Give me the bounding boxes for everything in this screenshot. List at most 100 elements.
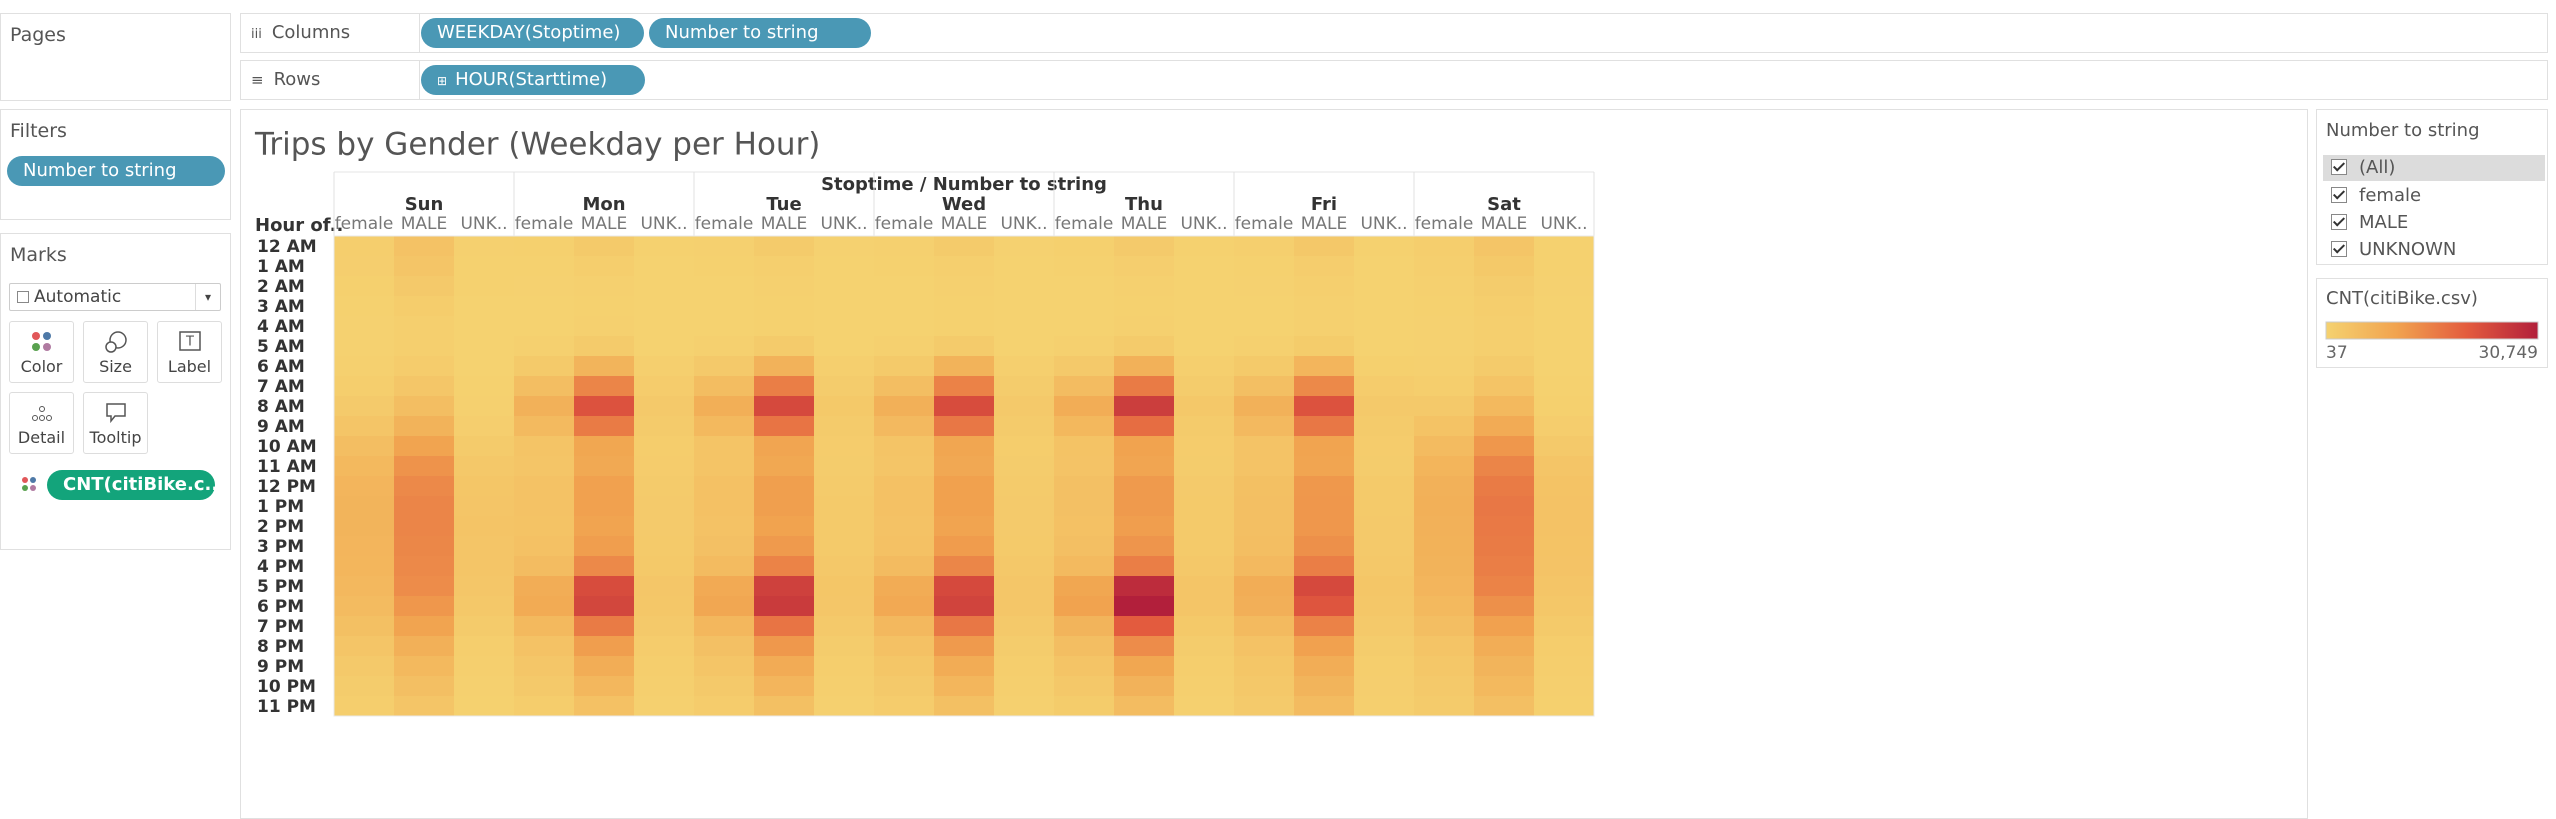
heat-cell	[334, 316, 394, 336]
heat-cell	[1174, 616, 1234, 636]
heat-cell	[334, 456, 394, 476]
heat-cell	[1294, 476, 1354, 496]
heat-cell	[1354, 296, 1414, 316]
heat-cell	[394, 616, 454, 636]
heat-cell	[814, 496, 874, 516]
heat-cell	[994, 396, 1054, 416]
heat-cell	[1474, 496, 1534, 516]
heat-cell	[1234, 376, 1294, 396]
heat-cell	[634, 636, 694, 656]
day-label: Sun	[405, 194, 444, 215]
heat-cell	[1534, 696, 1594, 716]
measure-pill[interactable]: CNT(citiBike.c..	[47, 470, 218, 500]
heat-cell	[514, 416, 574, 436]
heat-cell	[394, 396, 454, 416]
heat-cell	[754, 296, 814, 316]
heat-cell	[334, 636, 394, 656]
heat-cell	[1414, 316, 1474, 336]
heat-cell	[1474, 396, 1534, 416]
heat-cell	[574, 476, 634, 496]
heat-cell	[1534, 276, 1594, 296]
column-pill[interactable]: WEEKDAY(Stoptime)	[421, 18, 644, 48]
color-button[interactable]: Color	[9, 321, 74, 383]
heat-cell	[934, 416, 994, 436]
heat-cell	[1174, 296, 1234, 316]
heat-cell	[814, 396, 874, 416]
gender-label: MALE	[1121, 214, 1168, 234]
heat-cell	[814, 636, 874, 656]
heat-cell	[754, 676, 814, 696]
heat-cell	[454, 376, 514, 396]
heat-cell	[814, 236, 874, 256]
detail-button[interactable]: Detail	[9, 392, 74, 454]
heat-cell	[574, 296, 634, 316]
heat-cell	[1354, 696, 1414, 716]
heat-cell	[814, 676, 874, 696]
heat-cell	[634, 556, 694, 576]
heat-cell	[1534, 456, 1594, 476]
heat-cell	[1234, 276, 1294, 296]
hour-label: 10 AM	[257, 437, 317, 457]
heat-cell	[694, 656, 754, 676]
heat-cell	[454, 596, 514, 616]
grid-border	[333, 235, 1595, 717]
heat-cell	[1054, 396, 1114, 416]
heat-cell	[574, 396, 634, 416]
heat-cell	[874, 296, 934, 316]
heat-cell	[334, 556, 394, 576]
heat-cell	[934, 516, 994, 536]
heat-cell	[874, 476, 934, 496]
heat-cell	[1354, 496, 1414, 516]
heat-cell	[1174, 336, 1234, 356]
heat-cell	[754, 596, 814, 616]
heat-cell	[334, 256, 394, 276]
hour-label: 1 PM	[257, 497, 304, 517]
hour-label: 8 AM	[257, 397, 305, 417]
heat-cell	[754, 496, 814, 516]
tooltip-button[interactable]: Tooltip	[83, 392, 148, 454]
heat-cell	[454, 616, 514, 636]
heat-cell	[574, 536, 634, 556]
heat-cell	[994, 376, 1054, 396]
heat-cell	[574, 656, 634, 676]
item-label: UNKNOWN	[2359, 239, 2457, 260]
filters-label: Filters	[10, 120, 67, 142]
heat-cell	[1054, 596, 1114, 616]
heat-cell	[514, 396, 574, 416]
filter-item[interactable]: UNKNOWN	[2323, 237, 2545, 263]
heat-cell	[1474, 696, 1534, 716]
heat-cell	[634, 396, 694, 416]
filter-pill[interactable]: Number to string	[7, 156, 225, 186]
heat-cell	[1414, 356, 1474, 376]
heat-cell	[814, 376, 874, 396]
heat-cell	[574, 576, 634, 596]
filter-item[interactable]: female	[2323, 183, 2545, 209]
heat-cell	[1234, 636, 1294, 656]
heat-cell	[1054, 276, 1114, 296]
heat-cell	[1354, 576, 1414, 596]
heat-cell	[994, 316, 1054, 336]
label-button[interactable]: T Label	[157, 321, 222, 383]
gender-label: female	[1235, 214, 1294, 234]
filter-item[interactable]: (All)	[2323, 155, 2545, 181]
column-pill[interactable]: Number to string	[649, 18, 871, 48]
heat-cell	[514, 656, 574, 676]
heat-cell	[874, 576, 934, 596]
heat-cell	[1474, 556, 1534, 576]
heat-cell	[874, 356, 934, 376]
heat-cell	[1474, 256, 1534, 276]
heat-cell	[1534, 296, 1594, 316]
heat-cell	[394, 416, 454, 436]
heat-cell	[934, 336, 994, 356]
heat-cell	[1534, 536, 1594, 556]
heat-cell	[1354, 636, 1414, 656]
gender-label: UNK..	[1540, 214, 1587, 234]
button-label: Detail	[17, 428, 66, 447]
filter-item[interactable]: MALE	[2323, 210, 2545, 236]
mark-type-dropdown[interactable]: Automatic ▾	[9, 283, 221, 311]
row-pill[interactable]: ⊞ HOUR(Starttime)	[421, 65, 645, 95]
size-button[interactable]: Size	[83, 321, 148, 383]
filter-card: Number to string (All) female MALE UNKNO…	[2316, 109, 2548, 265]
heat-cell	[874, 556, 934, 576]
heat-cell	[1534, 476, 1594, 496]
